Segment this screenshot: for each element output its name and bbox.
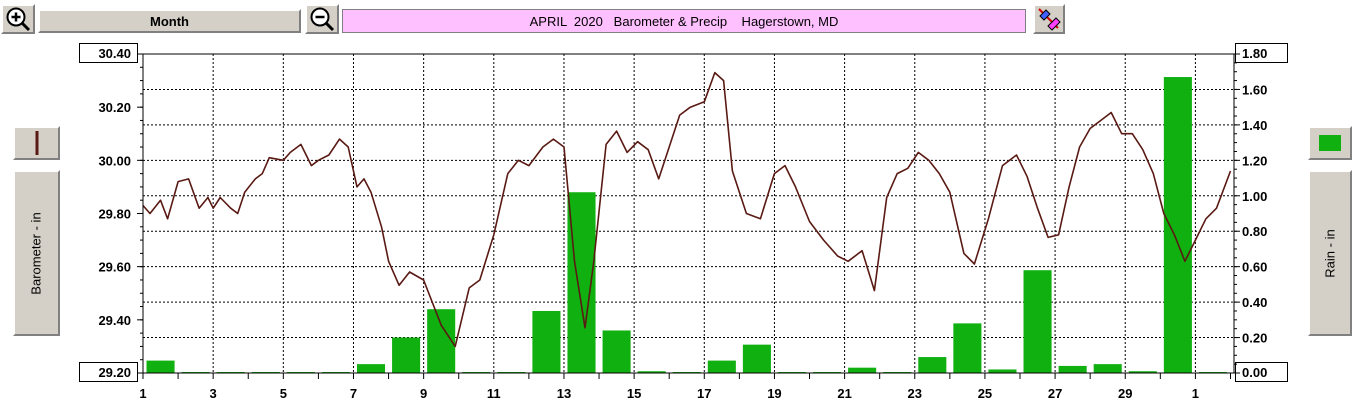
x-tick-label: 1: [139, 386, 146, 401]
rain-legend-button[interactable]: [1308, 126, 1352, 160]
period-label: Month: [150, 13, 189, 29]
y-axis-max-label: 30.40: [79, 43, 138, 63]
y-tick-label: 29.80: [98, 207, 131, 222]
rain-bar: [1163, 77, 1192, 374]
rain-bar: [427, 309, 456, 373]
zoom-in-button[interactable]: [1, 4, 35, 34]
chart-title: APRIL 2020 Barometer & Precip Hagerstown…: [342, 9, 1026, 33]
rain-bar-swatch-icon: [1319, 135, 1341, 151]
rain-bar: [1023, 270, 1052, 373]
y-axis-min-label: 29.20: [79, 362, 138, 382]
y2-axis-max-label: 1.80: [1235, 43, 1288, 63]
barometer-line-swatch-icon: [35, 131, 38, 155]
x-tick-label: 17: [697, 386, 711, 401]
barometer-line: [142, 71, 1232, 348]
y2-tick-label: 0.80: [1242, 224, 1267, 239]
rain-bar: [848, 367, 877, 373]
rain-axis-label-button[interactable]: Rain - in: [1308, 170, 1352, 336]
settings-tool-button[interactable]: [1033, 4, 1065, 34]
rain-bar: [1058, 365, 1087, 373]
barometer-legend-button[interactable]: [13, 126, 60, 160]
x-tick-label: 25: [978, 386, 992, 401]
x-tick-label: 7: [350, 386, 357, 401]
zoom-out-button[interactable]: [305, 4, 339, 34]
y2-tick-label: 1.60: [1242, 82, 1267, 97]
plot-area: [143, 54, 1234, 373]
x-tick-label: 27: [1048, 386, 1062, 401]
rain-bar: [532, 310, 561, 373]
x-tick-label: 13: [557, 386, 571, 401]
rain-bar: [742, 344, 771, 373]
x-tick-label: 9: [420, 386, 427, 401]
x-tick-label: 5: [280, 386, 287, 401]
x-tick-label: 3: [210, 386, 217, 401]
rain-bar: [637, 371, 666, 373]
rain-bar: [1128, 371, 1157, 373]
x-tick-label: 21: [837, 386, 851, 401]
y2-tick-label: 1.40: [1242, 118, 1267, 133]
y-tick-label: 29.60: [98, 260, 131, 275]
y-tick-label: 29.40: [98, 313, 131, 328]
y2-axis-min-label: 0.00: [1235, 362, 1288, 382]
x-tick-label: 1: [1192, 386, 1199, 401]
x-tick-label: 23: [908, 386, 922, 401]
x-tick-label: 29: [1118, 386, 1132, 401]
rain-bar: [707, 360, 736, 373]
x-tick-label: 15: [627, 386, 641, 401]
y2-tick-label: 0.20: [1242, 331, 1267, 346]
eraser-pencil-icon: [1038, 8, 1061, 31]
x-tick-label: 11: [487, 386, 501, 401]
y-tick-label: 30.00: [98, 153, 131, 168]
rain-bar: [1093, 364, 1122, 373]
rain-bar: [146, 360, 175, 373]
period-month-button[interactable]: Month: [38, 9, 301, 33]
x-tick-label: 19: [767, 386, 781, 401]
y-tick-label: 30.20: [98, 100, 131, 115]
magnifier-minus-icon: [310, 7, 335, 32]
rain-bar: [602, 330, 631, 373]
rain-bar: [988, 369, 1017, 373]
rain-bar: [953, 323, 982, 373]
barometer-axis-label-button[interactable]: Barometer - in: [13, 170, 60, 336]
y2-tick-label: 1.00: [1242, 189, 1267, 204]
rain-bar: [392, 337, 421, 373]
rain-bar: [918, 357, 947, 373]
y2-tick-label: 1.20: [1242, 153, 1267, 168]
y2-tick-label: 0.60: [1242, 260, 1267, 275]
magnifier-plus-icon: [6, 7, 31, 32]
rain-bar: [356, 364, 386, 373]
y2-tick-label: 0.40: [1242, 295, 1267, 310]
